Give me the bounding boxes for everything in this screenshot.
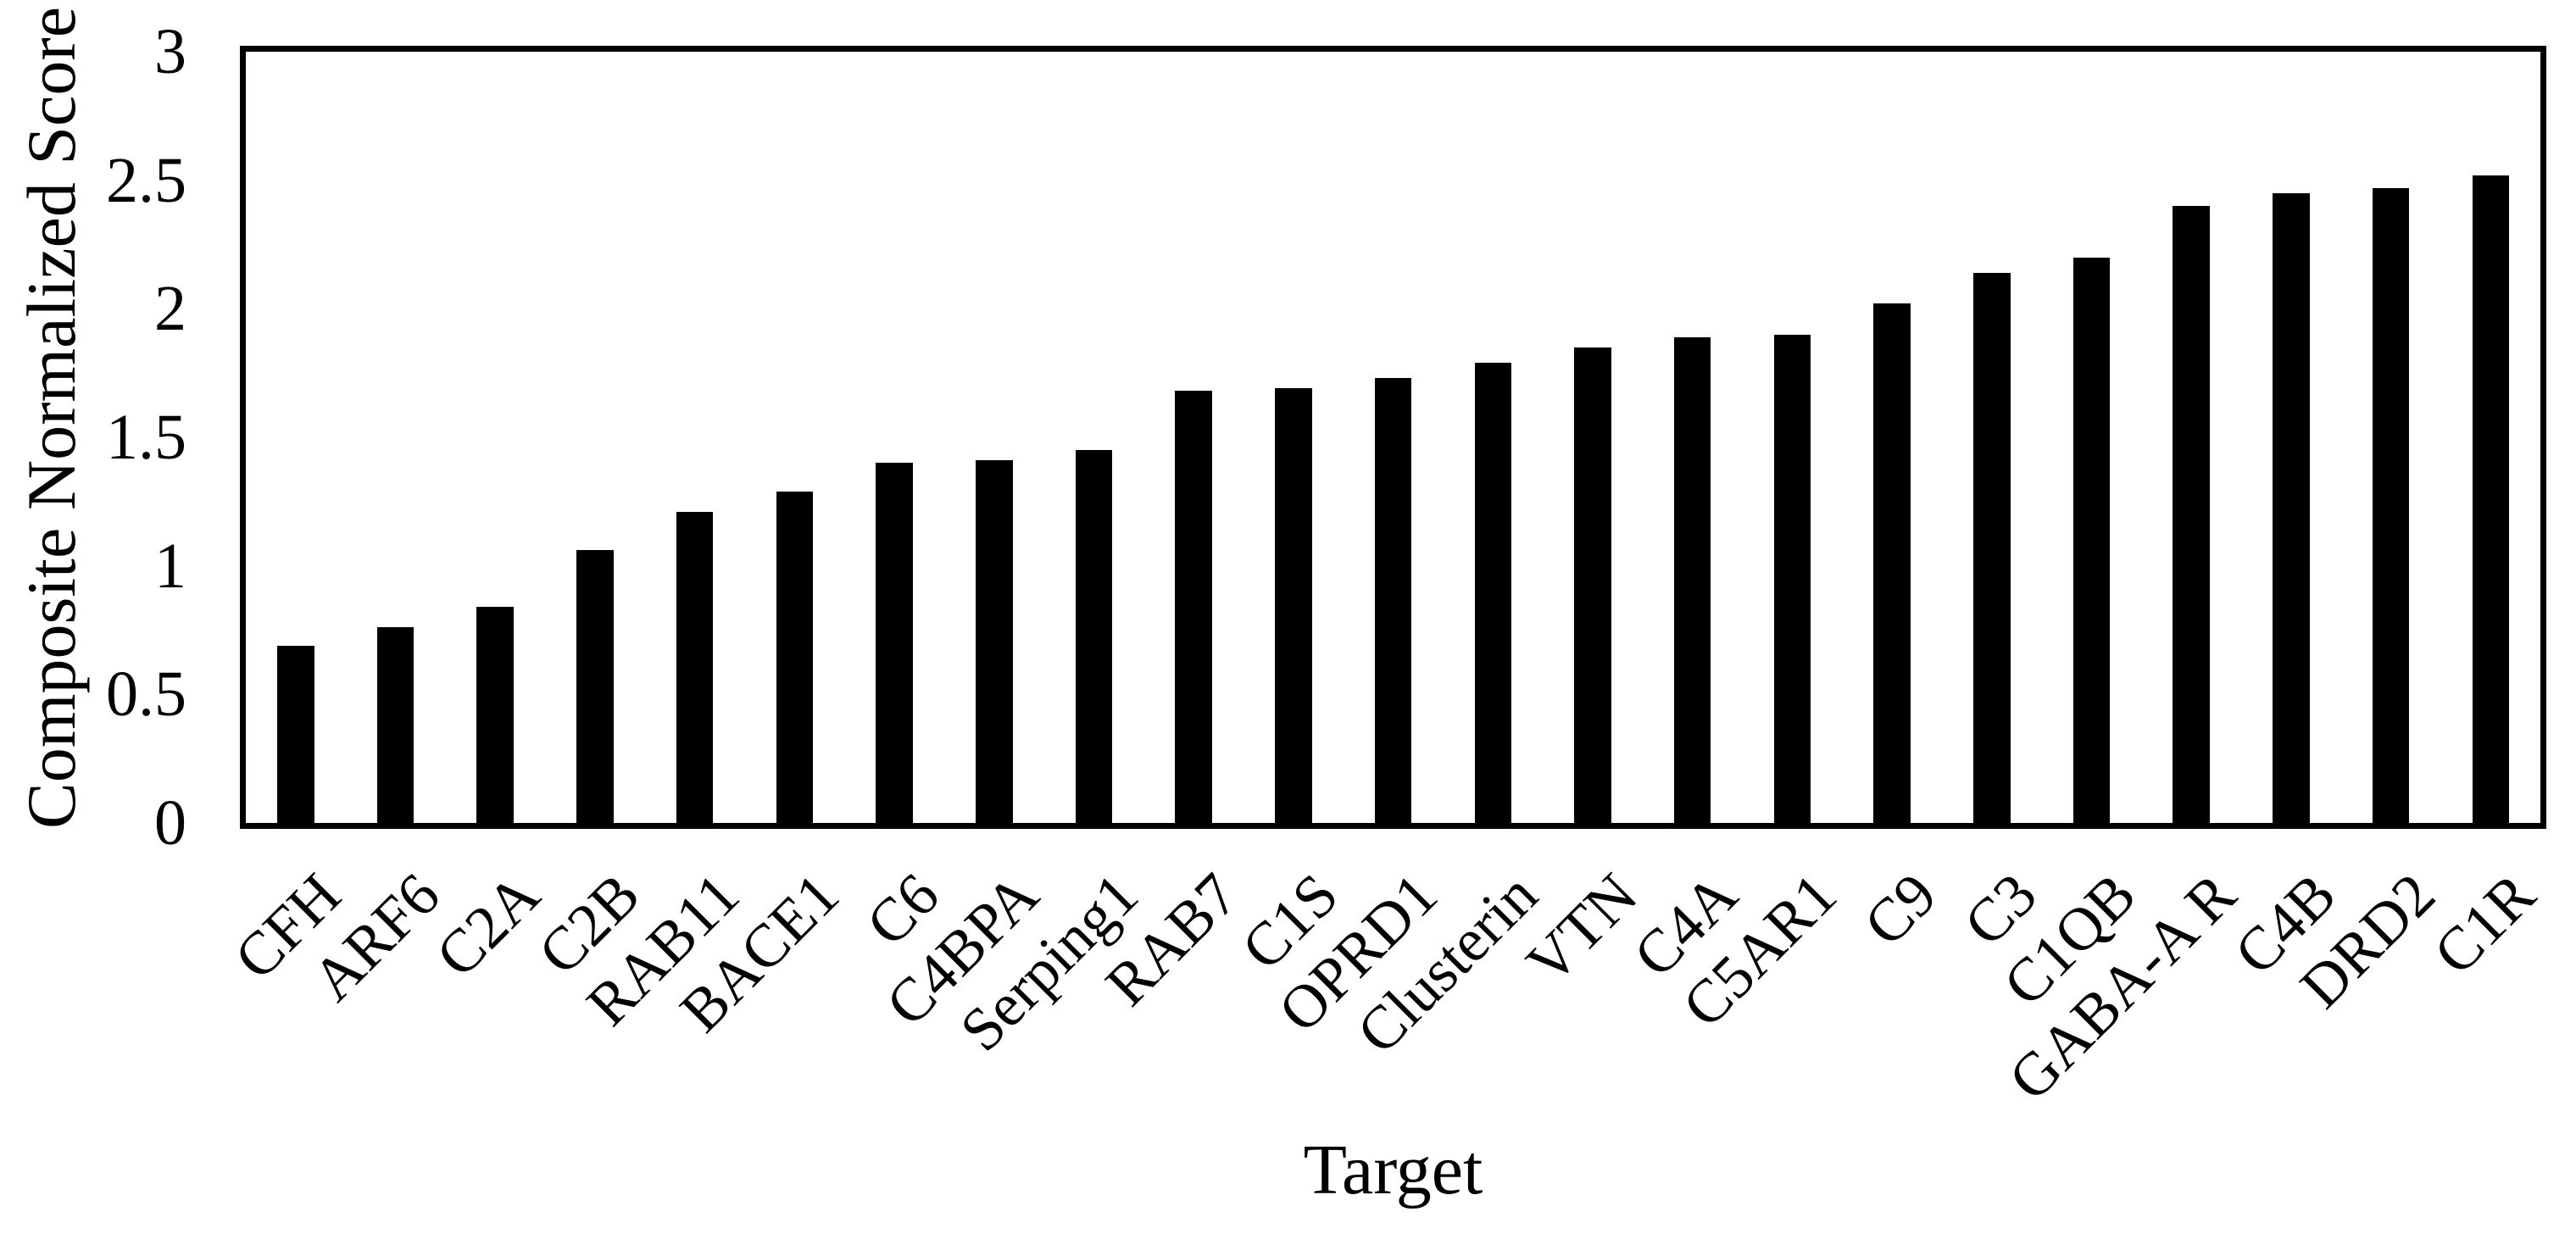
- bar-ARF6: [376, 627, 414, 823]
- bars-container: [246, 52, 2540, 823]
- bar-VTN: [1574, 347, 1611, 823]
- bar-GABA-A R: [2173, 206, 2210, 823]
- plot-area: [240, 46, 2546, 829]
- bar-slot: [1643, 52, 1743, 823]
- bar-C2A: [476, 607, 515, 823]
- bar-C9: [1873, 303, 1911, 823]
- x-label-C2A: C2A: [423, 860, 553, 990]
- bar-slot: [445, 52, 545, 823]
- bar-slot: [2341, 52, 2441, 823]
- y-tick-label-0.5: 0.5: [106, 659, 186, 731]
- x-label-C9: C9: [1850, 860, 1950, 959]
- y-tick-label-3: 3: [154, 16, 186, 87]
- y-tick-label-1: 1: [154, 530, 186, 602]
- bar-slot: [645, 52, 745, 823]
- bar-slot: [1044, 52, 1144, 823]
- bar-slot: [944, 52, 1044, 823]
- bar-Clusterin: [1474, 363, 1512, 823]
- bar-CFH: [277, 645, 314, 823]
- y-tick-label-2: 2: [154, 273, 186, 345]
- bar-RAB11: [676, 511, 714, 823]
- bar-DRD2: [2372, 187, 2410, 823]
- bar-BACE1: [776, 491, 814, 823]
- bar-slot: [246, 52, 346, 823]
- bar-RAB7: [1175, 391, 1212, 823]
- bar-slot: [1344, 52, 1444, 823]
- x-label-C1R: C1R: [2420, 860, 2548, 988]
- bar-C2B: [576, 550, 614, 823]
- bar-C1S: [1275, 388, 1312, 823]
- bar-slot: [2440, 52, 2540, 823]
- bar-C6: [876, 463, 913, 823]
- bar-C3: [1973, 272, 2011, 823]
- y-tick-label-2.5: 2.5: [106, 144, 186, 216]
- bar-slot: [2241, 52, 2341, 823]
- bar-C4A: [1673, 336, 1711, 823]
- bar-slot: [745, 52, 845, 823]
- bar-slot: [545, 52, 645, 823]
- bar-Serping1: [1075, 450, 1113, 823]
- bar-C5AR1: [1773, 334, 1811, 823]
- y-tick-label-0: 0: [154, 787, 186, 859]
- bar-slot: [2141, 52, 2241, 823]
- bar-slot: [844, 52, 944, 823]
- bar-slot: [1942, 52, 2042, 823]
- bar-C1R: [2472, 175, 2510, 823]
- bar-C1QB: [2072, 257, 2111, 823]
- x-axis-title: Target: [1303, 1131, 1483, 1209]
- bar-slot: [1143, 52, 1243, 823]
- bar-slot: [1243, 52, 1344, 823]
- bar-slot: [1443, 52, 1543, 823]
- bar-OPRD1: [1374, 378, 1412, 823]
- bar-C4B: [2273, 192, 2310, 823]
- bar-C4BPA: [976, 460, 1013, 823]
- x-label-VTN: VTN: [1513, 860, 1650, 998]
- bar-slot: [346, 52, 446, 823]
- bar-slot: [1543, 52, 1643, 823]
- bar-slot: [1842, 52, 1942, 823]
- bar-slot: [1743, 52, 1843, 823]
- bar-slot: [2042, 52, 2142, 823]
- y-tick-label-1.5: 1.5: [106, 402, 186, 473]
